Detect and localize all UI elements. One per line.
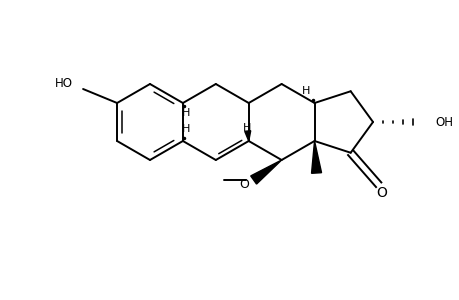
Text: HO: HO [55,76,73,89]
Polygon shape [250,160,281,184]
Text: H: H [302,86,310,96]
Text: O: O [375,186,386,200]
Polygon shape [311,141,321,173]
Text: H: H [242,123,250,133]
Text: OH: OH [434,116,452,128]
Text: H: H [181,108,190,118]
Text: H: H [181,124,190,134]
Polygon shape [244,131,250,141]
Text: O: O [238,178,248,191]
